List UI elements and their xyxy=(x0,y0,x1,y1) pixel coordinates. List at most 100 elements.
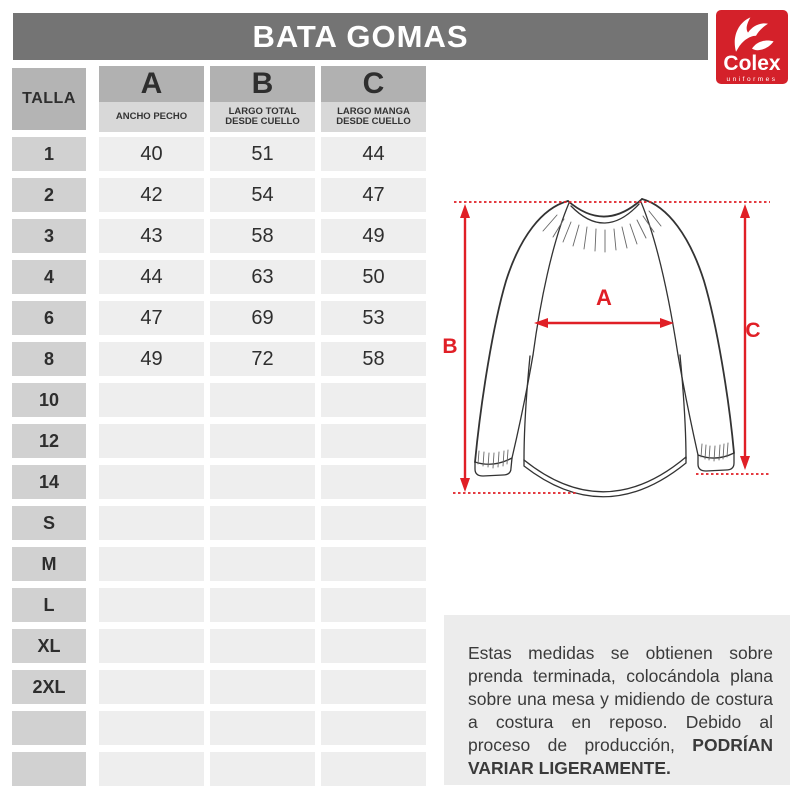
measure-label-a: A xyxy=(596,285,612,310)
size-cell: 6 xyxy=(12,301,86,335)
value-cell-a: 40 xyxy=(99,137,204,171)
value-cell-b: 51 xyxy=(210,137,315,171)
measure-label-c: C xyxy=(745,319,760,342)
value-cell-a xyxy=(99,547,204,581)
table-row: 1 40 51 44 xyxy=(12,137,432,171)
size-cell: 8 xyxy=(12,342,86,376)
value-cell-a: 47 xyxy=(99,301,204,335)
measure-reference-lines xyxy=(453,201,770,494)
size-cell: M xyxy=(12,547,86,581)
size-cell: XL xyxy=(12,629,86,663)
size-column-header: TALLA xyxy=(12,68,86,130)
value-cell-b: 54 xyxy=(210,178,315,212)
value-cell-b: 69 xyxy=(210,301,315,335)
value-cell-c: 47 xyxy=(321,178,426,212)
value-cell-a: 49 xyxy=(99,342,204,376)
table-row: 2 42 54 47 xyxy=(12,178,432,212)
column-header-a: A ANCHO PECHO xyxy=(99,66,204,132)
value-cell-a xyxy=(99,424,204,458)
value-cell-a xyxy=(99,465,204,499)
size-cell: 2XL xyxy=(12,670,86,704)
value-cell-b: 72 xyxy=(210,342,315,376)
value-cell-a xyxy=(99,506,204,540)
column-label-b: LARGO TOTAL DESDE CUELLO xyxy=(210,102,315,132)
size-cell: S xyxy=(12,506,86,540)
column-label-a: ANCHO PECHO xyxy=(99,102,204,132)
value-cell-c: 44 xyxy=(321,137,426,171)
value-cell-a xyxy=(99,752,204,786)
garment-diagram: B A C xyxy=(442,198,770,498)
size-cell xyxy=(12,752,86,786)
value-cell-c xyxy=(321,465,426,499)
value-cell-a: 44 xyxy=(99,260,204,294)
size-cell: 10 xyxy=(12,383,86,417)
value-cell-a xyxy=(99,629,204,663)
value-cell-b xyxy=(210,629,315,663)
size-cell: 12 xyxy=(12,424,86,458)
value-cell-b xyxy=(210,506,315,540)
column-label-c: LARGO MANGA DESDE CUELLO xyxy=(321,102,426,132)
table-row: 6 47 69 53 xyxy=(12,301,432,335)
logo-brand-text: Colex xyxy=(723,52,781,75)
value-cell-b xyxy=(210,547,315,581)
table-row: M xyxy=(12,547,432,581)
size-cell: L xyxy=(12,588,86,622)
table-row xyxy=(12,752,432,786)
value-cell-a xyxy=(99,588,204,622)
value-cell-c xyxy=(321,547,426,581)
table-row: L xyxy=(12,588,432,622)
table-row: S xyxy=(12,506,432,540)
value-cell-c: 58 xyxy=(321,342,426,376)
table-row: 14 xyxy=(12,465,432,499)
measure-arrow-c xyxy=(740,204,750,470)
column-header-b: B LARGO TOTAL DESDE CUELLO xyxy=(210,66,315,132)
measurement-note: Estas medidas se obtienen sobre prenda t… xyxy=(444,615,790,785)
column-letter-c: C xyxy=(321,66,426,102)
title-bar: BATA GOMAS xyxy=(13,13,708,60)
colex-logo: Colex uniformes xyxy=(716,10,788,84)
size-cell: 14 xyxy=(12,465,86,499)
value-cell-a: 42 xyxy=(99,178,204,212)
value-cell-c: 49 xyxy=(321,219,426,253)
value-cell-c xyxy=(321,629,426,663)
column-letter-b: B xyxy=(210,66,315,102)
value-cell-c xyxy=(321,506,426,540)
value-cell-c: 53 xyxy=(321,301,426,335)
garment-outline xyxy=(474,198,735,463)
table-row: 10 xyxy=(12,383,432,417)
value-cell-a xyxy=(99,670,204,704)
table-header: TALLA A ANCHO PECHO B LARGO TOTAL DESDE … xyxy=(12,66,432,132)
value-cell-b: 63 xyxy=(210,260,315,294)
column-letter-a: A xyxy=(99,66,204,102)
table-rows: 1 40 51 44 2 42 54 47 3 43 58 49 4 44 63… xyxy=(12,137,432,793)
value-cell-c xyxy=(321,670,426,704)
size-cell xyxy=(12,711,86,745)
value-cell-c xyxy=(321,752,426,786)
note-body: Estas medidas se obtienen sobre prenda t… xyxy=(468,643,773,755)
value-cell-a: 43 xyxy=(99,219,204,253)
value-cell-c xyxy=(321,711,426,745)
table-row: 2XL xyxy=(12,670,432,704)
size-cell: 2 xyxy=(12,178,86,212)
dove-icon xyxy=(734,17,774,52)
table-row: 4 44 63 50 xyxy=(12,260,432,294)
measure-label-b: B xyxy=(442,335,457,358)
value-cell-b xyxy=(210,424,315,458)
size-cell: 1 xyxy=(12,137,86,171)
measure-arrow-a xyxy=(534,318,674,328)
value-cell-b xyxy=(210,588,315,622)
page-title: BATA GOMAS xyxy=(252,19,469,54)
table-row xyxy=(12,711,432,745)
size-cell: 4 xyxy=(12,260,86,294)
table-row: XL xyxy=(12,629,432,663)
garment-seams xyxy=(474,201,735,498)
cuff-gather-lines xyxy=(477,442,729,469)
logo-tagline-text: uniformes xyxy=(726,76,778,83)
table-row: 3 43 58 49 xyxy=(12,219,432,253)
value-cell-a xyxy=(99,383,204,417)
note-emphasis: PODRÍAN VARIAR LIGERAMENTE. xyxy=(468,735,773,778)
size-cell: 3 xyxy=(12,219,86,253)
note-text: Estas medidas se obtienen sobre prenda t… xyxy=(468,642,773,780)
value-cell-c xyxy=(321,383,426,417)
